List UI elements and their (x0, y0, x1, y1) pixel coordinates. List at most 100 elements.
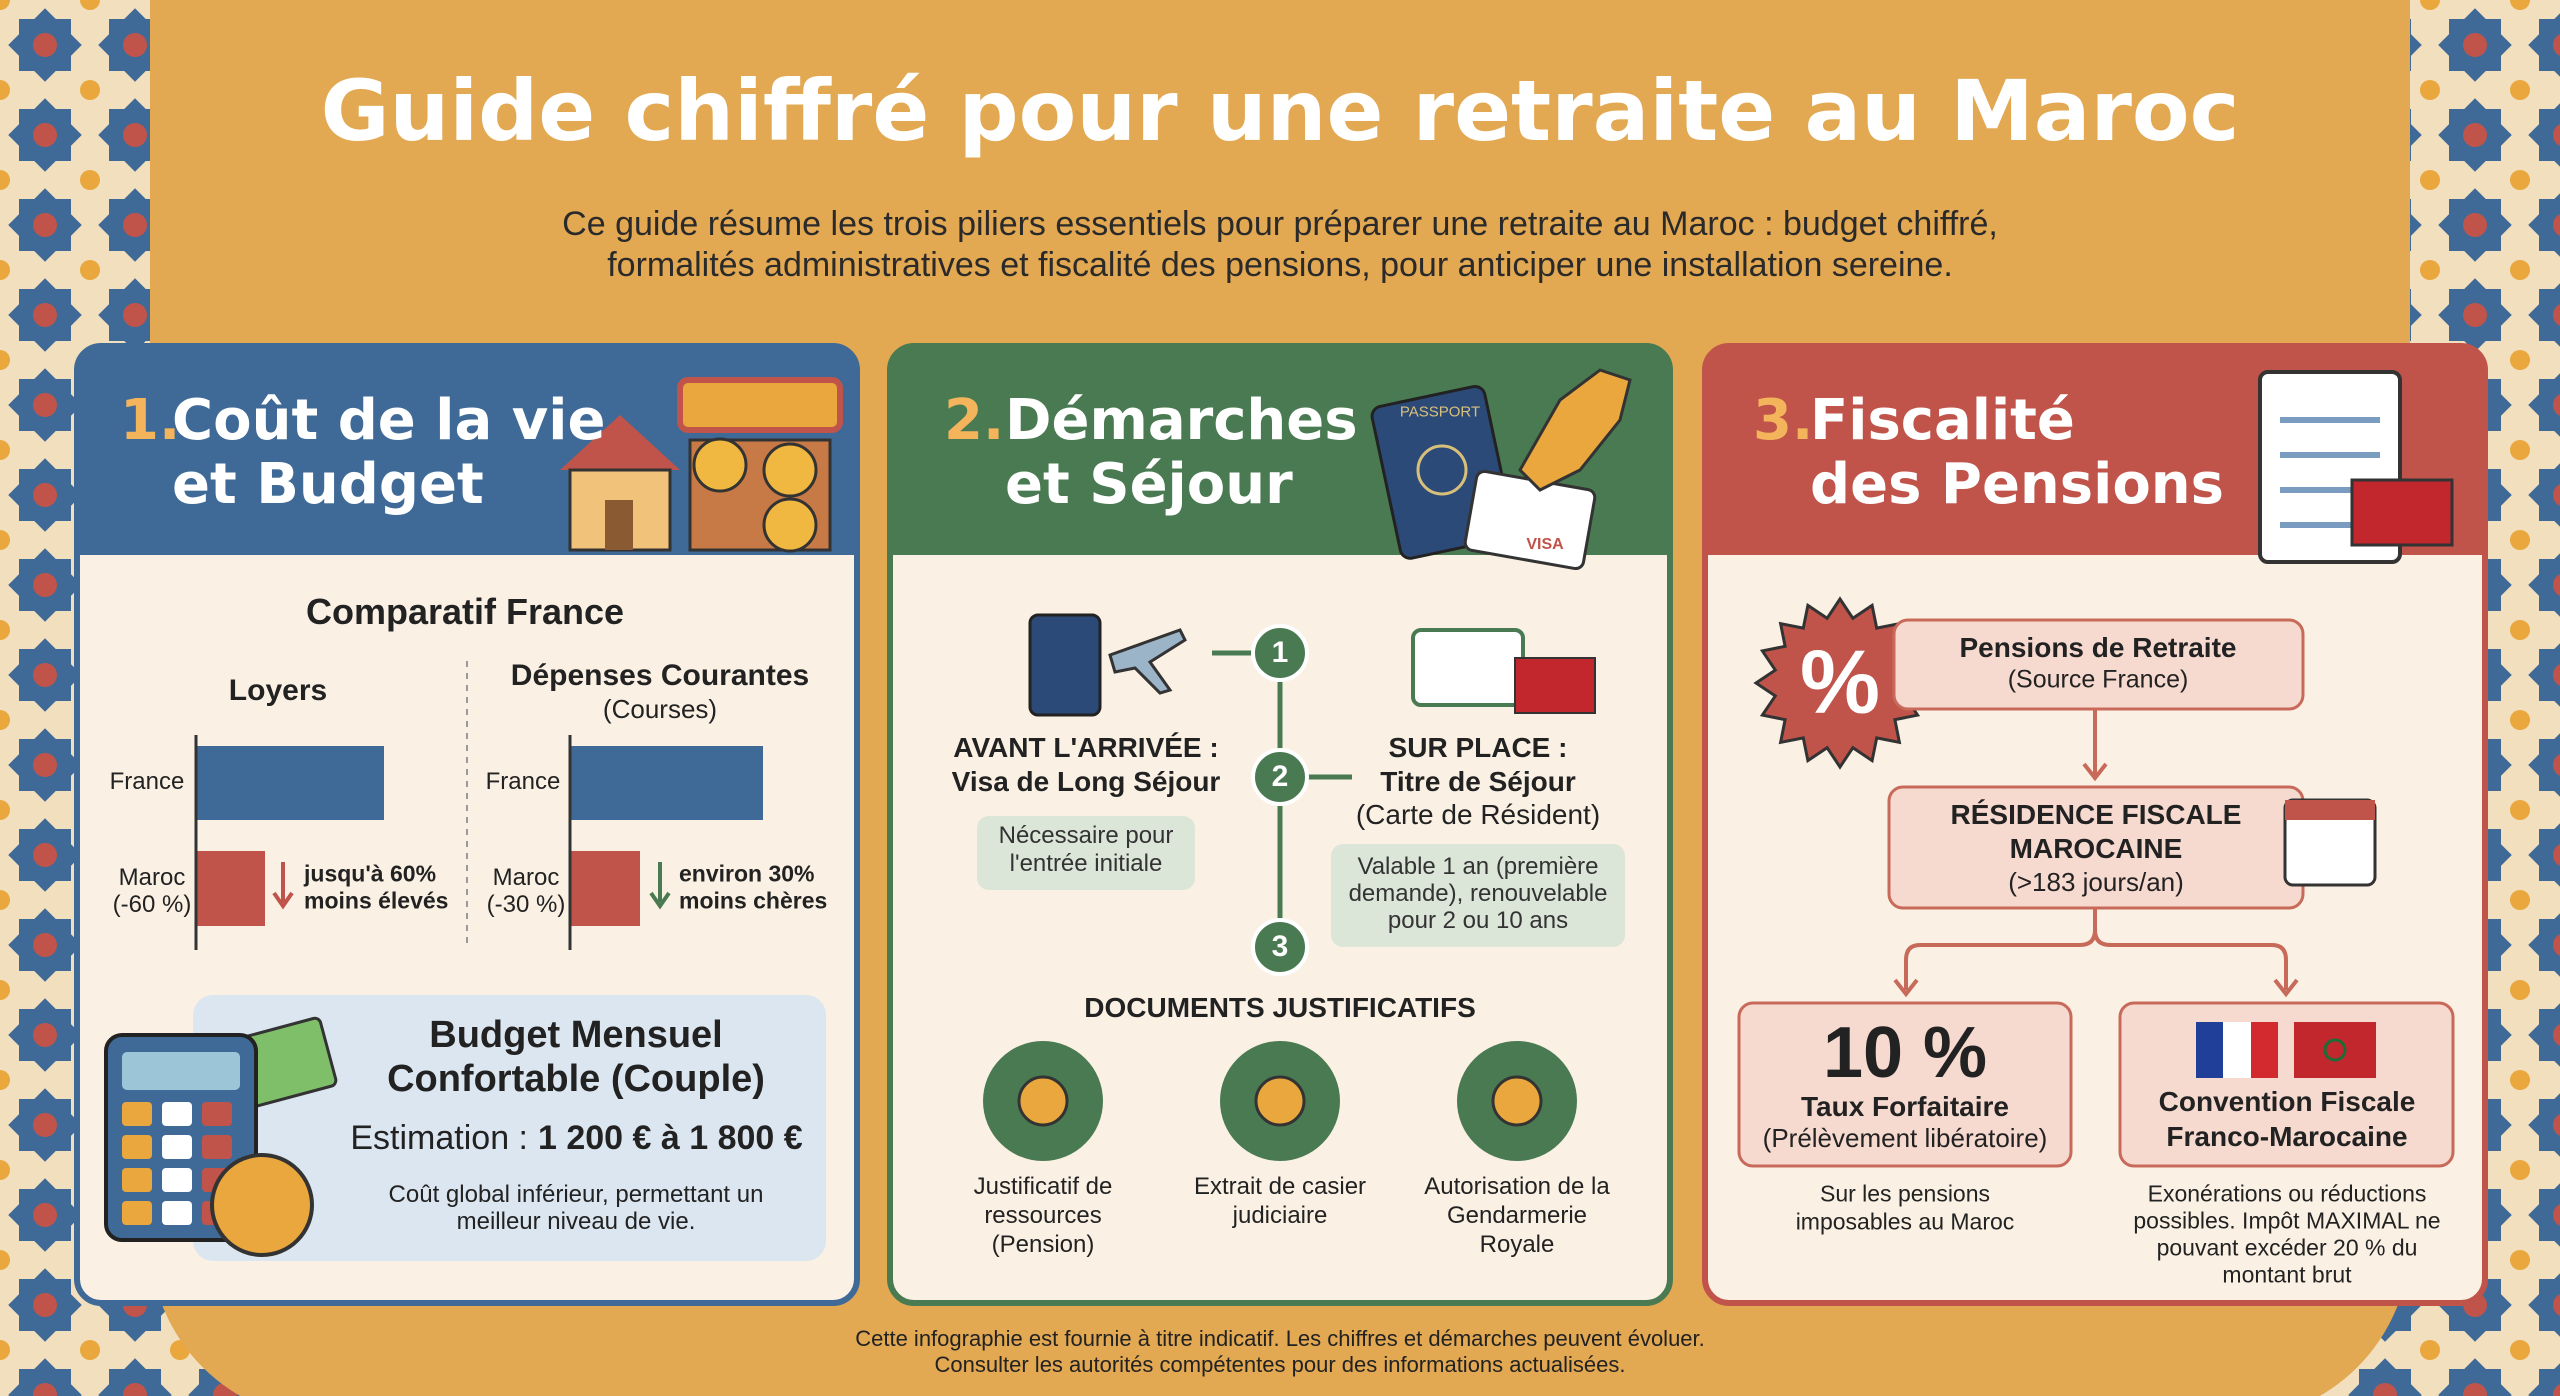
pattern-dot (2463, 33, 2487, 57)
document-label: Extrait de casier (1193, 1173, 1367, 1200)
pattern-dot (2510, 710, 2530, 730)
pattern-dot (2553, 934, 2560, 956)
pattern-star (2528, 998, 2560, 1072)
flag-france (2223, 1022, 2251, 1078)
pattern-dot (2420, 0, 2440, 10)
pattern-dot (2553, 1384, 2560, 1396)
calculator-screen (122, 1052, 240, 1090)
flag-maroc (2350, 478, 2454, 547)
pattern-dot (80, 170, 100, 190)
pattern-dot (2510, 1160, 2530, 1180)
pattern-dot (33, 1383, 57, 1396)
panel-title: Coût de la vie (172, 388, 606, 453)
bar-france (570, 746, 763, 820)
pattern-dot (2373, 1383, 2397, 1396)
option-note: Exonérations ou réductions (2147, 1180, 2427, 1207)
pattern-dot (2510, 350, 2530, 370)
pattern-dot (0, 0, 10, 10)
subtitle: formalités administratives et fiscalité … (607, 246, 1953, 284)
pattern-dot (33, 1293, 57, 1317)
pattern-dot (2553, 214, 2560, 236)
pattern-dot (2553, 484, 2560, 506)
pattern-dot (2553, 1294, 2560, 1316)
coin (692, 437, 748, 493)
step-number: 2 (1271, 760, 1289, 793)
bar-label: Maroc (118, 864, 186, 891)
footer: Consulter les autorités compétentes pour… (934, 1352, 1626, 1377)
pattern-dot (2463, 213, 2487, 237)
pattern-dot (2420, 1340, 2440, 1360)
pattern-dot (33, 123, 57, 147)
arrow-head (649, 891, 671, 910)
pattern-dot (0, 260, 10, 280)
pattern-dot (2553, 1114, 2560, 1136)
document-label: (Pension) (991, 1231, 1095, 1258)
pattern-dot (123, 123, 147, 147)
pattern-star (2528, 638, 2560, 712)
step-title: AVANT L'ARRIVÉE : (953, 732, 1219, 763)
bar-label: France (485, 768, 561, 795)
house-roof (560, 415, 680, 470)
id-card (1411, 628, 1525, 707)
passport-small (1028, 613, 1102, 717)
budget-value: 1 200 € à 1 800 € (538, 1119, 803, 1157)
pattern-dot (2463, 303, 2487, 327)
arrow-head (272, 891, 294, 910)
step-note: pour 2 ou 10 ans (1387, 907, 1569, 934)
panel-title: des Pensions (1810, 452, 2224, 517)
document-label: Royale (1479, 1231, 1555, 1258)
document-label: Autorisation de la (1424, 1173, 1610, 1200)
pattern-star (2528, 188, 2560, 262)
bar-note: moins chères (679, 887, 828, 914)
pattern-dot (0, 1070, 10, 1090)
option-title: Convention Fiscale (2158, 1086, 2416, 1117)
pattern-dot (2510, 890, 2530, 910)
pattern-dot (33, 1023, 57, 1047)
panel-number: 1. (120, 388, 181, 453)
pattern-star (2528, 908, 2560, 982)
bar-label: (-60 %) (112, 891, 192, 918)
calendar-top (2285, 800, 2375, 820)
option-box (1737, 1001, 2073, 1168)
pattern-dot (33, 753, 57, 777)
pattern-star (2528, 1088, 2560, 1162)
coin (762, 442, 818, 498)
house-door (605, 500, 633, 550)
option-note: possibles. Impôt MAXIMAL ne (2133, 1207, 2441, 1234)
document-label: ressources (984, 1202, 1102, 1229)
pattern-dot (80, 80, 100, 100)
pattern-dot (0, 530, 10, 550)
step-title: Titre de Séjour (1380, 766, 1576, 797)
flag-france (2196, 1022, 2223, 1078)
pattern-dot (0, 980, 10, 1000)
pattern-star (2528, 548, 2560, 622)
option-note: montant brut (2222, 1261, 2352, 1288)
step-title: SUR PLACE : (1388, 732, 1568, 763)
pattern-dot (33, 33, 57, 57)
pattern-dot (33, 213, 57, 237)
pattern-dot (2510, 620, 2530, 640)
bar-note: moins élevés (304, 887, 449, 914)
option-note: imposables au Maroc (1795, 1208, 2015, 1235)
panel-number: 2. (944, 388, 1005, 453)
pattern-dot (123, 213, 147, 237)
pattern-dot (2553, 1204, 2560, 1226)
panel-title: et Budget (172, 452, 484, 517)
pattern-dot (0, 170, 10, 190)
plane (1108, 628, 1187, 695)
bar-note: jusqu'à 60% (304, 860, 437, 887)
pattern-dot (2510, 1250, 2530, 1270)
budget-note: Coût global inférieur, permettant un (388, 1181, 764, 1208)
pattern-dot (33, 483, 57, 507)
flow-title: MAROCAINE (2009, 833, 2183, 864)
document-label: Gendarmerie (1446, 1202, 1588, 1229)
pattern-dot (33, 393, 57, 417)
group-title: Loyers (228, 674, 328, 707)
document-label: judiciaire (1232, 1202, 1328, 1229)
group-subtitle: (Courses) (602, 694, 718, 724)
step-title: Visa de Long Séjour (951, 766, 1221, 797)
panel-title: et Séjour (1005, 452, 1293, 517)
pattern-star (2528, 98, 2560, 172)
note-box (977, 816, 1195, 890)
